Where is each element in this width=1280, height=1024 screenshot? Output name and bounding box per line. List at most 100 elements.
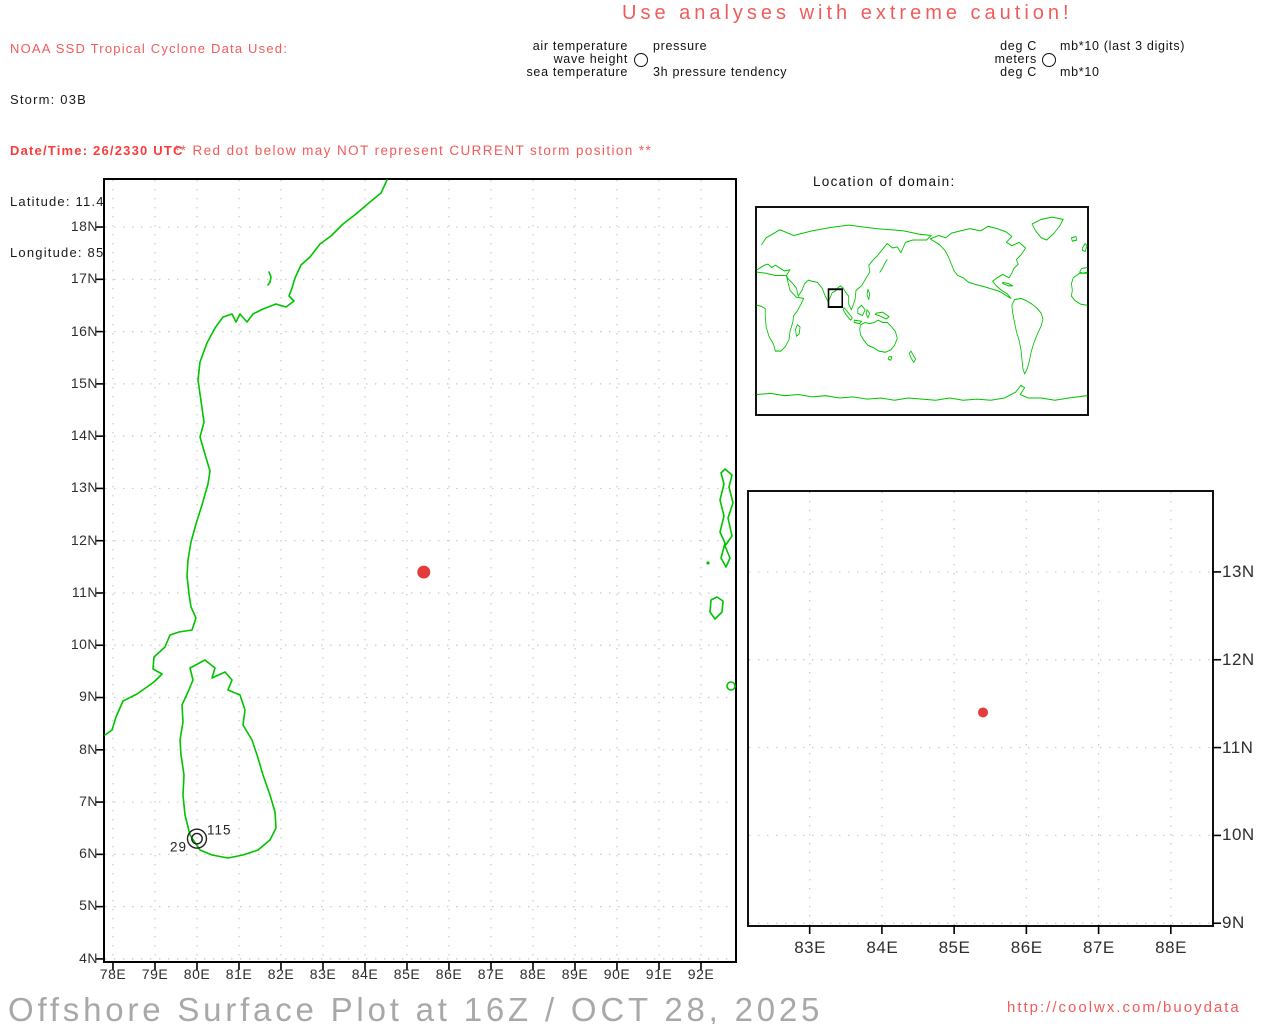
station-units-legend: deg C mb*10 (last 3 digits) meters deg C… [860,40,1185,79]
plot-title: Offshore Surface Plot at 16Z / OCT 28, 2… [8,991,824,1024]
coastline-japan [879,258,888,273]
storm-latitude-line: Latitude: 11.4 [10,194,105,209]
zoom-inset-canvas [749,492,1221,934]
coastline-sri-lanka [179,659,277,859]
legend-pressure-tendency-label: 3h pressure tendency [653,65,788,79]
latitude-tick-label: 7N [79,792,98,809]
coastline-new-guinea [874,311,890,320]
main-map-longitude-labels: 78E 79E 80E 81E 82E 83E 84E 85E 86E 87E 88E 89E 90E 9… [92,966,722,982]
longitude-tick-label: 78E [99,966,127,982]
latitude-tick-label: 8N [79,740,98,757]
latitude-tick-label: 11N [71,583,98,600]
zoom-inset-ticks [808,571,1221,934]
storm-position-dot [417,565,431,579]
longitude-tick-label: 91E [645,966,673,982]
zoom-inset-frame [747,490,1221,934]
coastline-madagascar [795,324,801,337]
latitude-tick-label: 4N [79,949,98,966]
coastline-india [104,179,388,736]
latitude-tick-label: 10N [1222,825,1255,845]
latitude-tick-label: 16N [70,322,98,339]
latitude-tick-label: 18N [70,218,98,234]
coastline-new-zealand [908,350,916,364]
latitude-tick-label: 9N [79,688,98,705]
longitude-tick-label: 80E [183,966,211,982]
latitude-tick-label: 13N [1222,562,1255,581]
source-url: http://coolwx.com/buoydata [1007,999,1241,1016]
world-map-canvas [756,216,1088,401]
longitude-tick-label: 89E [561,966,589,982]
station-air-temperature-value: 29 [170,840,187,855]
longitude-tick-label: 79E [141,966,169,982]
latitude-tick-label: 11N [1222,737,1254,757]
longitude-tick-label: 81E [225,966,253,982]
coastline-andaman-islands [719,468,734,568]
longitude-tick-label: 84E [351,966,379,982]
small-islet [706,561,710,565]
station-circle-icon [633,52,648,67]
coastline-antarctica [756,384,1088,401]
coastline-eurasia [756,224,932,311]
longitude-tick-label: 82E [267,966,295,982]
caution-headline: Use analyses with extreme caution! [622,2,1073,24]
latitude-tick-label: 13N [70,479,98,496]
coastline-cuba [1002,281,1014,287]
longitude-tick-label: 85E [393,966,421,982]
station-pressure-value: 115 [207,823,232,838]
main-map-frame: 115 29 [96,178,737,970]
main-map-gridlines [105,180,735,961]
latitude-tick-label: 10N [70,636,98,653]
longitude-tick-label: 86E [1010,938,1043,957]
coastline-philippines [866,288,871,301]
coastline-car-nicobar [726,681,736,691]
unit-pressure: mb*10 (last 3 digits) [1060,39,1186,53]
latitude-tick-label: 5N [79,897,98,914]
coastline-iceland [1071,236,1078,242]
longitude-tick-label: 84E [866,938,899,957]
station-outer-circle-icon [186,828,208,849]
unit-air-temperature: deg C [1000,39,1037,53]
coastline-africa-east [756,271,805,352]
longitude-tick-label: 90E [603,966,631,982]
station-circle-icon [1041,52,1056,67]
coastline-south-america [1011,297,1044,375]
coastline-iberia [1079,266,1088,274]
coastline-java [853,319,862,325]
storm-datetime-line: Date/Time: 26/2330 UTC [10,143,184,158]
domain-location-box [827,288,844,308]
main-map-ticks [96,226,702,970]
coastline-north-america [929,225,1026,299]
coastline-little-andaman [709,596,724,620]
longitude-tick-label: 92E [687,966,715,982]
legend-pressure-label: pressure [653,39,708,53]
coastline-africa-west-sliver [1071,272,1088,306]
storm-info-block: NOAA SSD Tropical Cyclone Data Used: Sto… [10,6,288,295]
domain-inset-title: Location of domain: [813,174,956,189]
legend-sea-temperature-label: sea temperature [526,65,628,79]
longitude-tick-label: 87E [1082,938,1115,957]
coastline-tasmania [887,356,893,361]
station-model-legend: air temperature pressure wave height sea… [420,40,787,79]
zoom-inset-latitude-labels: 13N 12N 11N 10N 9N [1222,528,1280,967]
world-map-frame [755,206,1089,416]
longitude-tick-label: 86E [435,966,463,982]
coastline-australia [859,319,898,353]
data-source-line: NOAA SSD Tropical Cyclone Data Used: [10,41,289,56]
zoom-inset-longitude-labels: 83E 84E 85E 86E 87E 88E [774,938,1208,958]
lake-outline [267,271,272,286]
longitude-tick-label: 83E [309,966,337,982]
storm-position-warning: ** Red dot below may NOT represent CURRE… [174,143,653,158]
unit-sea-temperature: deg C [1000,65,1037,79]
legend-air-temperature-label: air temperature [532,39,628,53]
coastline-sumatra [842,307,853,321]
legend-wave-height-label: wave height [553,52,628,66]
latitude-tick-label: 6N [79,845,98,862]
longitude-tick-label: 85E [938,938,971,957]
longitude-tick-label: 88E [1155,938,1187,957]
longitude-tick-label: 83E [794,938,826,957]
zoom-inset-gridlines [749,492,1212,925]
unit-wave-height: meters [994,52,1037,66]
storm-position-dot [978,707,989,718]
latitude-tick-label: 9N [1222,913,1245,933]
